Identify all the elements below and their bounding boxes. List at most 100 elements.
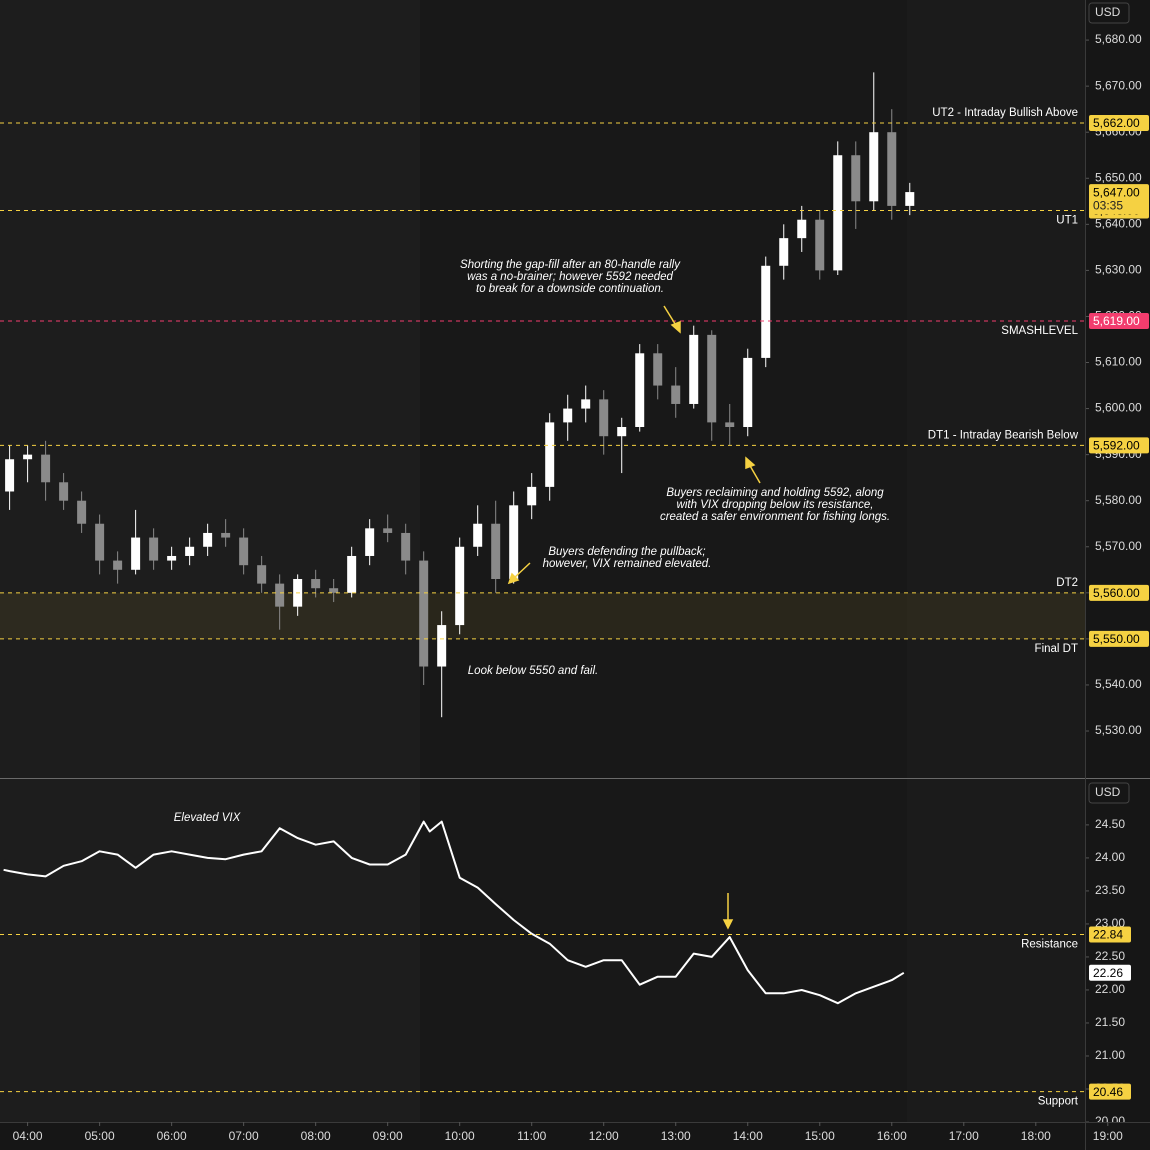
x-tick-label: 09:00 xyxy=(373,1129,403,1143)
candle xyxy=(365,519,375,566)
candle-body xyxy=(743,357,753,428)
level-price-label: 5,592.00 xyxy=(1093,439,1140,453)
candle-body xyxy=(527,486,537,506)
candle-body xyxy=(635,353,645,428)
candle-body xyxy=(905,192,915,206)
candle-body xyxy=(563,408,573,423)
candle xyxy=(833,141,843,275)
candle-body xyxy=(257,565,267,584)
arrow-head xyxy=(745,456,756,470)
y-tick-label: 5,650.00 xyxy=(1095,170,1142,184)
x-tick-label: 17:00 xyxy=(949,1129,979,1143)
last-price-label: 22.26 xyxy=(1093,966,1123,980)
level-price-label: 5,550.00 xyxy=(1093,632,1140,646)
candle xyxy=(401,523,411,575)
candle-body xyxy=(581,399,591,409)
pane: 5,530.00 5,540.00 5,550.00 5,560.00 5,570.00… xyxy=(0,2,1149,737)
candle-body xyxy=(131,537,141,570)
arrow-head xyxy=(670,320,681,334)
x-tick-label: 19:00 xyxy=(1093,1129,1123,1143)
x-tick-label: 08:00 xyxy=(301,1129,331,1143)
candle-body xyxy=(545,422,555,487)
x-tick-label: 11:00 xyxy=(517,1129,546,1143)
plot-area xyxy=(3,820,905,1005)
annotation: Elevated VIX xyxy=(174,812,242,824)
y-tick-label: 5,530.00 xyxy=(1095,723,1142,737)
y-tick-label: 21.00 xyxy=(1095,1048,1125,1062)
candle xyxy=(635,344,645,432)
currency-box xyxy=(1088,2,1130,24)
candle-body xyxy=(887,132,897,206)
candle xyxy=(905,182,915,216)
candle-body xyxy=(851,155,861,202)
level-price-label: 20.46 xyxy=(1093,1085,1123,1099)
candle-body xyxy=(725,422,735,428)
candle-body xyxy=(671,385,681,404)
annotation: Buyers reclaiming and holding 5592, alon… xyxy=(666,487,884,499)
y-tick-label: 5,680.00 xyxy=(1095,32,1142,46)
candle xyxy=(167,546,177,570)
arrow xyxy=(748,463,761,484)
candle-body xyxy=(347,555,357,593)
level-name: DT1 - Intraday Bearish Below xyxy=(928,429,1079,441)
y-tick-label: 5,540.00 xyxy=(1095,677,1142,691)
candle xyxy=(221,519,231,547)
last-price-box xyxy=(1089,184,1149,215)
annotation: created a safer environment for fishing … xyxy=(660,511,890,523)
candle xyxy=(563,394,573,441)
candle xyxy=(419,551,429,685)
y-tick-label: 22.00 xyxy=(1095,982,1125,996)
x-tick-label: 13:00 xyxy=(661,1129,691,1143)
x-tick-label: 14:00 xyxy=(733,1129,763,1143)
y-tick-label: 23.50 xyxy=(1095,883,1125,897)
y-tick-label: 5,580.00 xyxy=(1095,493,1142,507)
vix-line xyxy=(3,820,905,1005)
arrow-head xyxy=(507,572,520,585)
level-name: UT1 xyxy=(1056,215,1078,227)
candle-body xyxy=(833,155,843,271)
time-axis-bg xyxy=(0,1122,1150,1150)
candle xyxy=(473,505,483,556)
candle xyxy=(149,528,159,570)
afterhours-shade xyxy=(907,0,1085,1122)
candle xyxy=(671,367,681,418)
candle-body xyxy=(113,560,123,570)
level-price-label: 5,560.00 xyxy=(1093,586,1140,600)
arrows xyxy=(507,305,761,930)
candle xyxy=(491,500,501,593)
candle-body xyxy=(491,523,501,580)
candle-body xyxy=(95,523,105,561)
y-tick-label: 5,630.00 xyxy=(1095,263,1142,277)
candle xyxy=(869,72,879,211)
x-tick-label: 05:00 xyxy=(85,1129,115,1143)
candle-body xyxy=(149,537,159,561)
level-zone xyxy=(0,592,1085,639)
level-price-label: 5,619.00 xyxy=(1093,314,1140,328)
candle-body xyxy=(779,238,789,266)
last-price-label: 5,647.00 xyxy=(1093,185,1140,199)
level-price-box xyxy=(1089,584,1149,601)
candle xyxy=(113,551,123,584)
candle xyxy=(329,579,339,603)
last-price-box xyxy=(1089,964,1131,981)
level-price-box xyxy=(1089,1083,1131,1100)
premarket-shade xyxy=(0,0,420,1122)
candle-body xyxy=(383,528,393,533)
y-tick-label: 5,670.00 xyxy=(1095,78,1142,92)
candle-body xyxy=(5,459,15,492)
plot-layer: 5,530.00 5,540.00 5,550.00 5,560.00 5,570.00… xyxy=(0,2,1149,1128)
candle xyxy=(23,445,33,483)
candle xyxy=(761,256,771,368)
level-price-box xyxy=(1089,437,1149,454)
annotation: was a no-brainer; however 5592 needed xyxy=(467,271,673,283)
y-tick-label: 5,570.00 xyxy=(1095,539,1142,553)
level-price-box xyxy=(1089,114,1149,131)
candle xyxy=(527,473,537,520)
candle xyxy=(185,537,195,566)
candle-body xyxy=(185,546,195,556)
candle-body xyxy=(401,532,411,561)
level-price-label: 5,662.00 xyxy=(1093,116,1140,130)
candle-body xyxy=(653,353,663,386)
candle-body xyxy=(167,555,177,561)
candle-body xyxy=(707,334,717,423)
